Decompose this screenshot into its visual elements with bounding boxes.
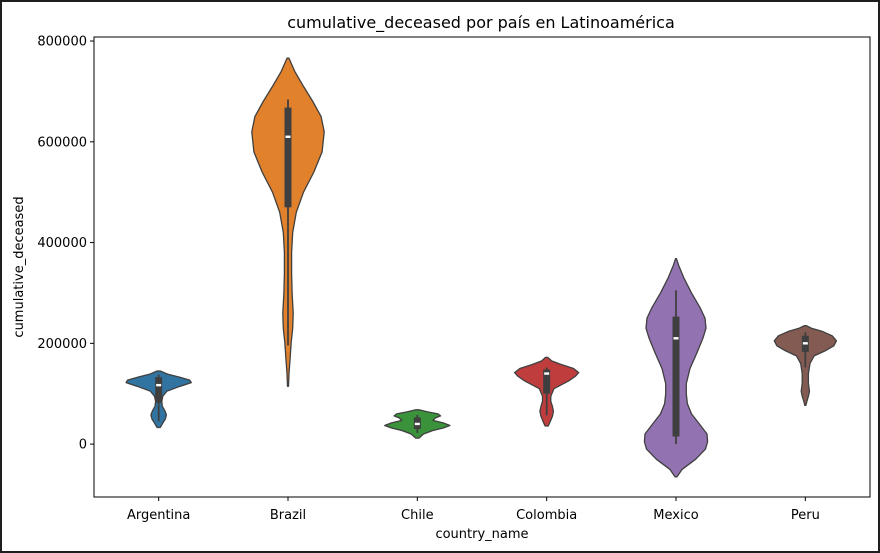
x-tick-label: Argentina	[127, 508, 190, 523]
violins-layer	[125, 57, 838, 478]
iqr-box-colombia	[543, 369, 551, 394]
median-mark-argentina	[156, 383, 162, 387]
y-tick-label: 400000	[37, 236, 87, 251]
y-tick-label: 200000	[37, 337, 87, 352]
median-mark-colombia	[544, 372, 550, 375]
iqr-box-argentina	[155, 377, 163, 403]
x-axis: Argentina Brazil Chile Colombia Mexico Peru	[127, 497, 820, 523]
y-axis: 0 200000 400000 600000 800000	[37, 35, 94, 453]
y-tick-label: 0	[79, 438, 87, 453]
iqr-box-mexico	[672, 316, 680, 437]
plot-area-frame	[93, 36, 871, 498]
y-tick-label: 800000	[37, 35, 87, 50]
x-tick-label: Peru	[791, 508, 820, 523]
x-tick-label: Chile	[401, 508, 434, 523]
median-mark-brazil	[285, 135, 291, 138]
x-tick-label: Brazil	[270, 508, 306, 523]
chart-title: cumulative_deceased por país en Latinoam…	[287, 13, 675, 33]
median-mark-peru	[802, 342, 808, 345]
x-tick-label: Mexico	[653, 508, 698, 523]
x-tick-label: Colombia	[516, 508, 577, 523]
y-axis-label: cumulative_deceased	[12, 196, 27, 337]
median-mark-chile	[414, 422, 420, 426]
iqr-box-brazil	[284, 107, 292, 208]
y-tick-label: 600000	[37, 135, 87, 150]
median-mark-mexico	[673, 337, 679, 340]
x-axis-label: country_name	[435, 527, 528, 542]
